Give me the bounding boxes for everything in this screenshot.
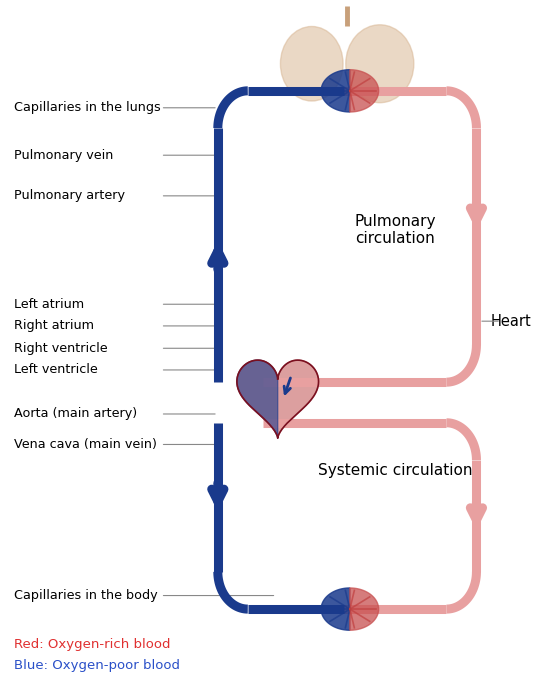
Polygon shape [321,70,350,112]
Text: Right ventricle: Right ventricle [14,342,107,354]
Text: Systemic circulation: Systemic circulation [317,462,472,477]
Text: Capillaries in the lungs: Capillaries in the lungs [14,101,161,114]
Text: Aorta (main artery): Aorta (main artery) [14,408,137,421]
Polygon shape [321,588,350,630]
Polygon shape [237,360,278,438]
Ellipse shape [280,27,343,101]
Text: Right atrium: Right atrium [14,320,94,333]
Text: Red: Oxygen-rich blood: Red: Oxygen-rich blood [14,639,170,652]
Text: Pulmonary artery: Pulmonary artery [14,189,125,202]
Text: Left atrium: Left atrium [14,298,84,311]
Text: Capillaries in the body: Capillaries in the body [14,589,157,602]
Polygon shape [237,360,318,438]
Ellipse shape [346,25,414,102]
Text: Pulmonary
circulation: Pulmonary circulation [354,214,436,246]
Text: Pulmonary vein: Pulmonary vein [14,149,113,162]
Polygon shape [350,588,378,630]
Text: Heart: Heart [490,313,531,329]
Polygon shape [350,70,378,112]
Text: Vena cava (main vein): Vena cava (main vein) [14,438,157,451]
Text: Left ventricle: Left ventricle [14,363,97,376]
Text: Blue: Oxygen-poor blood: Blue: Oxygen-poor blood [14,659,180,672]
